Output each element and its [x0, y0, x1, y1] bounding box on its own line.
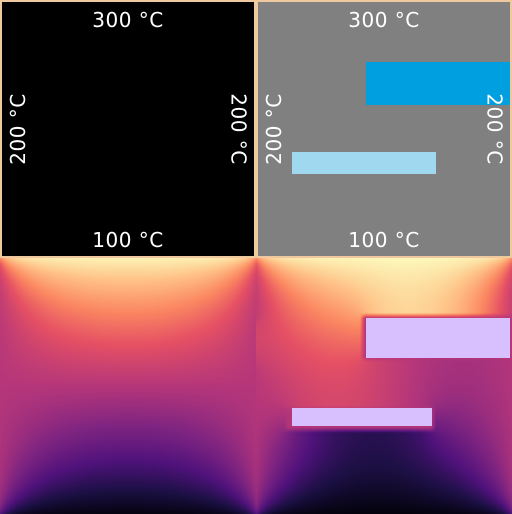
temperature-field-empty [0, 258, 256, 514]
bottom-boundary-label: 100 °C [348, 228, 420, 252]
temperature-field-obstacles [256, 258, 512, 514]
small-obstacle-field-block [292, 408, 432, 426]
top-boundary-label: 300 °C [92, 8, 164, 32]
large-obstacle-block [366, 62, 510, 105]
left-boundary-label: 200 °C [6, 93, 30, 165]
right-boundary-label: 200 °C [482, 93, 506, 165]
bottom-boundary-label: 100 °C [92, 228, 164, 252]
top-boundary-label: 300 °C [348, 8, 420, 32]
empty-domain-panel: 300 °C 100 °C 200 °C 200 °C [0, 0, 256, 258]
large-obstacle-field-block [366, 318, 510, 358]
obstacle-domain-heatmap [256, 258, 512, 514]
empty-domain-heatmap [0, 258, 256, 514]
small-obstacle-block [292, 152, 436, 174]
right-boundary-label: 200 °C [226, 93, 250, 165]
left-boundary-label: 200 °C [262, 93, 286, 165]
obstacle-domain-panel: 300 °C 100 °C 200 °C 200 °C [256, 0, 512, 258]
